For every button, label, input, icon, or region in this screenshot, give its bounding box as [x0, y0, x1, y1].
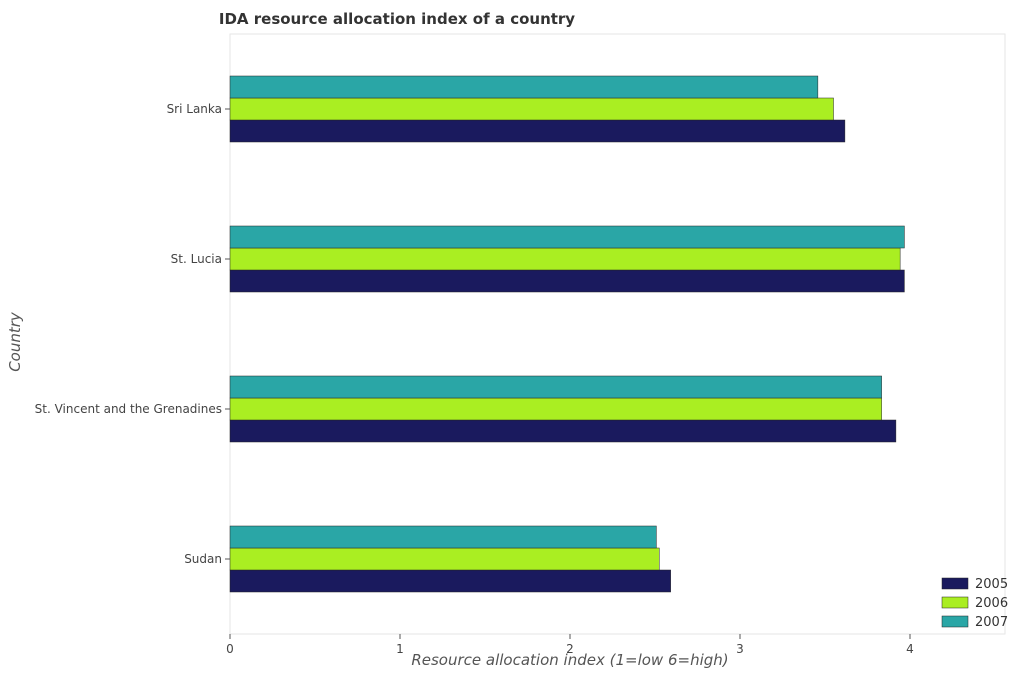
y-axis-label: Country	[6, 311, 24, 372]
bar-st-lucia-2007	[229, 225, 905, 249]
y-tick-label: St. Vincent and the Grenadines	[35, 402, 222, 416]
x-tick-label: 3	[736, 642, 744, 656]
x-tick-label: 4	[906, 642, 914, 656]
legend-label-2005: 2005	[975, 577, 1008, 592]
x-tick-label: 1	[396, 642, 404, 656]
legend: 2005 2006 2007	[941, 577, 1008, 630]
bar-sudan-2007	[229, 525, 657, 549]
x-axis: 0 1 2 3 4	[226, 634, 914, 656]
legend-swatch-2006	[941, 596, 969, 609]
legend-swatch-2007	[941, 615, 969, 628]
bars-group	[229, 75, 905, 593]
y-tick-label: St. Lucia	[171, 252, 222, 266]
x-tick-label: 2	[566, 642, 574, 656]
bar-sri-lanka-2005	[229, 119, 846, 143]
bar-st-lucia-2006	[229, 247, 901, 271]
x-axis-label: Resource allocation index (1=low 6=high)	[411, 651, 728, 669]
y-axis: Sri Lanka St. Lucia St. Vincent and the Gr…	[35, 102, 230, 566]
y-tick-label: Sudan	[184, 552, 222, 566]
bar-sri-lanka-2007	[229, 75, 819, 99]
x-tick-label: 0	[226, 642, 234, 656]
bar-sri-lanka-2006	[229, 97, 834, 121]
chart-title: IDA resource allocation index of a count…	[219, 10, 575, 28]
bar-st-vincent-and-the-grenadines-2006	[229, 397, 882, 421]
bar-st-vincent-and-the-grenadines-2005	[229, 419, 897, 443]
y-tick-label: Sri Lanka	[167, 102, 222, 116]
bar-sudan-2006	[229, 547, 660, 571]
bar-sudan-2005	[229, 569, 671, 593]
legend-label-2007: 2007	[975, 615, 1008, 630]
legend-label-2006: 2006	[975, 596, 1008, 611]
bar-st-vincent-and-the-grenadines-2007	[229, 375, 882, 399]
bar-st-lucia-2005	[229, 269, 905, 293]
legend-swatch-2005	[941, 577, 969, 590]
